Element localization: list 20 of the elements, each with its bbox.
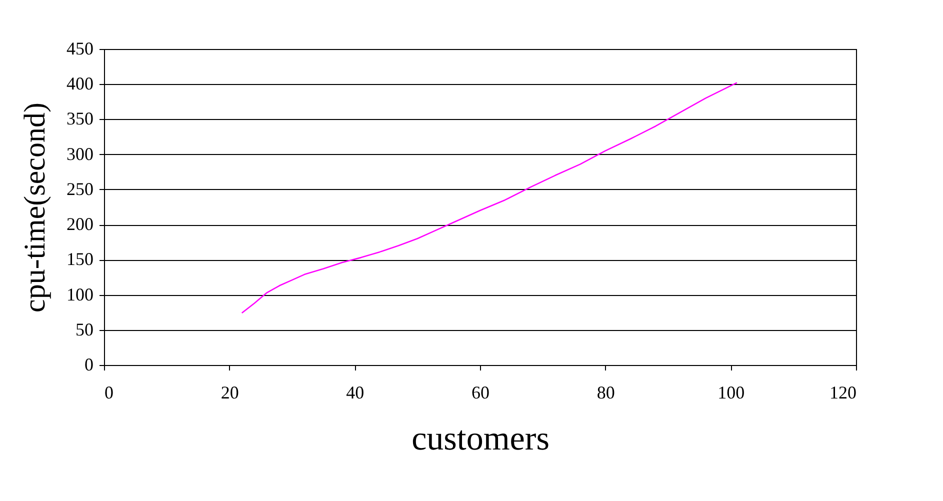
- y-tick-label: 50: [76, 319, 94, 340]
- x-tick-label: 80: [596, 382, 615, 402]
- y-tick-label: 200: [66, 214, 94, 234]
- y-axis-title: cpu-time(second): [18, 102, 52, 312]
- y-tick-label: 400: [66, 74, 94, 94]
- y-tick-label: 300: [66, 144, 94, 164]
- x-tick-label: 0: [104, 382, 114, 402]
- x-tick-label: 100: [718, 382, 745, 402]
- y-tick-label: 0: [84, 354, 94, 374]
- x-tick-label: 20: [220, 382, 239, 402]
- y-tick-label: 100: [66, 284, 94, 304]
- line-series: [241, 82, 738, 314]
- x-tick-label: 40: [346, 382, 364, 402]
- x-tick-label: 120: [830, 382, 856, 402]
- x-axis-title: customers: [412, 420, 550, 458]
- y-tick-label: 450: [66, 38, 94, 58]
- y-tick-label: 150: [66, 249, 94, 270]
- y-tick-label: 250: [66, 178, 94, 199]
- y-tick-label: 350: [66, 108, 94, 129]
- x-tick-label: 60: [472, 382, 490, 402]
